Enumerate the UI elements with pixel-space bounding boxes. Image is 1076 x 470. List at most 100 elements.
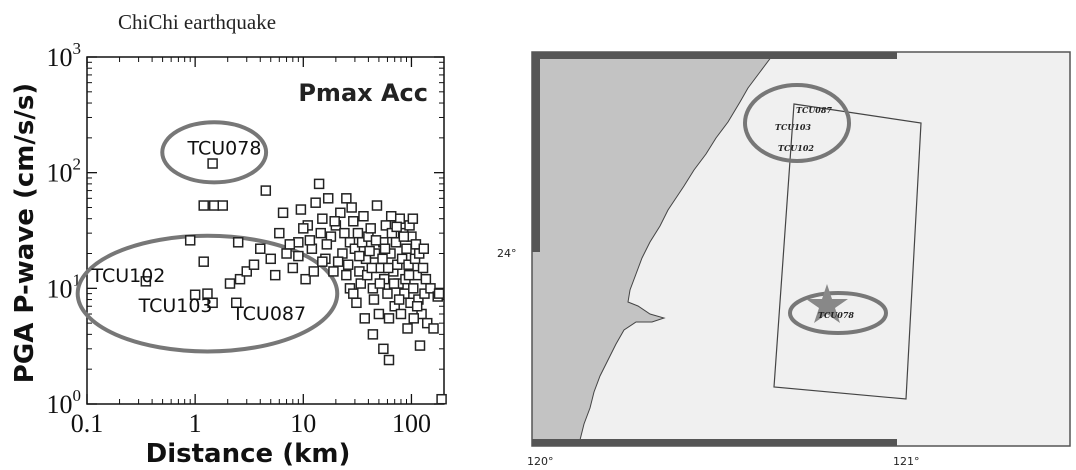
data-point	[281, 248, 292, 259]
data-point	[329, 216, 340, 227]
data-point	[391, 221, 402, 233]
data-point	[383, 313, 395, 324]
data-point	[300, 273, 311, 285]
data-point	[260, 185, 272, 196]
data-point	[402, 323, 413, 334]
data-point	[401, 243, 412, 254]
station-annotation: TCU102	[90, 265, 165, 287]
data-point	[224, 278, 236, 289]
station-map: TCU087 TCU103 TCU102 TCU078 24° 120° 121…	[497, 51, 1071, 468]
figure-title: ChiChi earthquake	[118, 10, 277, 34]
data-point	[367, 329, 379, 340]
data-point	[419, 288, 430, 299]
data-point	[393, 294, 405, 305]
y-axis-label: PGA P-wave (cm/s/s)	[10, 83, 40, 383]
data-point	[255, 243, 266, 254]
data-point	[274, 227, 285, 239]
data-point	[317, 256, 328, 267]
data-point	[407, 213, 419, 224]
data-point	[317, 213, 328, 224]
group-ellipse	[160, 120, 269, 185]
data-point	[373, 308, 385, 320]
latitude-label: 24°	[497, 247, 517, 260]
map-left-scale-bar	[532, 52, 540, 252]
data-point	[351, 297, 362, 309]
station-label-tcu087: TCU087	[796, 105, 832, 115]
x-tick-label: 100	[392, 409, 431, 438]
data-point	[377, 253, 388, 265]
data-points	[140, 158, 447, 405]
data-point	[140, 276, 152, 287]
data-point	[356, 237, 368, 248]
data-point	[411, 301, 423, 312]
data-point	[295, 204, 307, 215]
data-point	[184, 235, 196, 246]
data-point	[403, 269, 415, 281]
data-point	[354, 250, 365, 262]
data-point	[308, 266, 320, 277]
data-point	[371, 200, 383, 211]
fault-plane-rectangle	[773, 103, 922, 400]
x-tick-label: 0.1	[71, 409, 104, 438]
data-point	[304, 235, 316, 246]
data-point	[217, 200, 229, 211]
data-point	[380, 220, 392, 231]
data-point	[189, 289, 201, 301]
epicenter-ellipse	[788, 291, 888, 335]
data-point	[269, 269, 281, 281]
scatter-plot: 0.1 1 10 100 100 101 102 103 TCU078 TCU102 TCU103…	[10, 39, 447, 469]
data-point	[231, 297, 242, 309]
data-point	[418, 243, 430, 254]
station-annotation: TCU078	[187, 138, 262, 160]
data-point	[396, 253, 408, 265]
data-point	[421, 317, 433, 329]
data-point	[374, 278, 386, 289]
group-ellipses	[75, 120, 340, 354]
data-point	[355, 278, 367, 289]
data-point	[403, 259, 414, 270]
longitude-label-121: 121°	[893, 455, 920, 468]
station-annotation: TCU087	[231, 303, 306, 325]
data-point	[341, 193, 352, 204]
data-point	[358, 210, 369, 222]
data-point	[241, 266, 252, 277]
data-point	[378, 343, 389, 355]
map-bottom-scale-bar	[532, 439, 897, 446]
data-point	[234, 273, 246, 285]
plot-frame	[86, 56, 445, 405]
y-tick-label: 102	[47, 155, 82, 188]
data-point	[321, 239, 333, 250]
data-point	[315, 227, 326, 239]
data-point	[379, 243, 391, 254]
station-label-tcu078: TCU078	[818, 310, 854, 320]
data-point	[359, 313, 370, 324]
data-point	[414, 340, 426, 351]
x-tick-label: 10	[290, 409, 316, 438]
y-tick-label: 103	[47, 39, 82, 72]
station-label-tcu103: TCU103	[775, 122, 811, 132]
data-point	[265, 253, 276, 265]
data-point	[248, 259, 260, 270]
station-label-tcu102: TCU102	[778, 143, 814, 153]
data-point	[408, 313, 419, 324]
data-point	[293, 237, 304, 248]
data-point	[382, 262, 394, 274]
data-point	[342, 259, 354, 270]
data-point	[293, 250, 304, 262]
data-point	[277, 207, 289, 219]
data-point	[310, 197, 321, 208]
panel-label: Pmax Acc	[298, 79, 428, 107]
data-point	[341, 269, 352, 281]
data-point	[385, 210, 397, 222]
x-axis-label: Distance (km)	[146, 439, 351, 469]
data-point	[207, 158, 218, 169]
group-ellipse	[75, 233, 340, 354]
y-tick-label: 100	[47, 386, 82, 419]
data-point	[370, 235, 382, 246]
data-point	[425, 283, 436, 294]
data-point	[417, 262, 429, 274]
data-point	[348, 216, 359, 227]
data-point	[390, 237, 402, 248]
data-point	[408, 283, 419, 294]
data-point	[339, 227, 350, 239]
